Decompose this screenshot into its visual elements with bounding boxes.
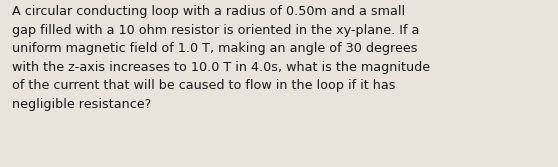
Text: A circular conducting loop with a radius of 0.50m and a small
gap filled with a : A circular conducting loop with a radius… — [12, 5, 430, 111]
